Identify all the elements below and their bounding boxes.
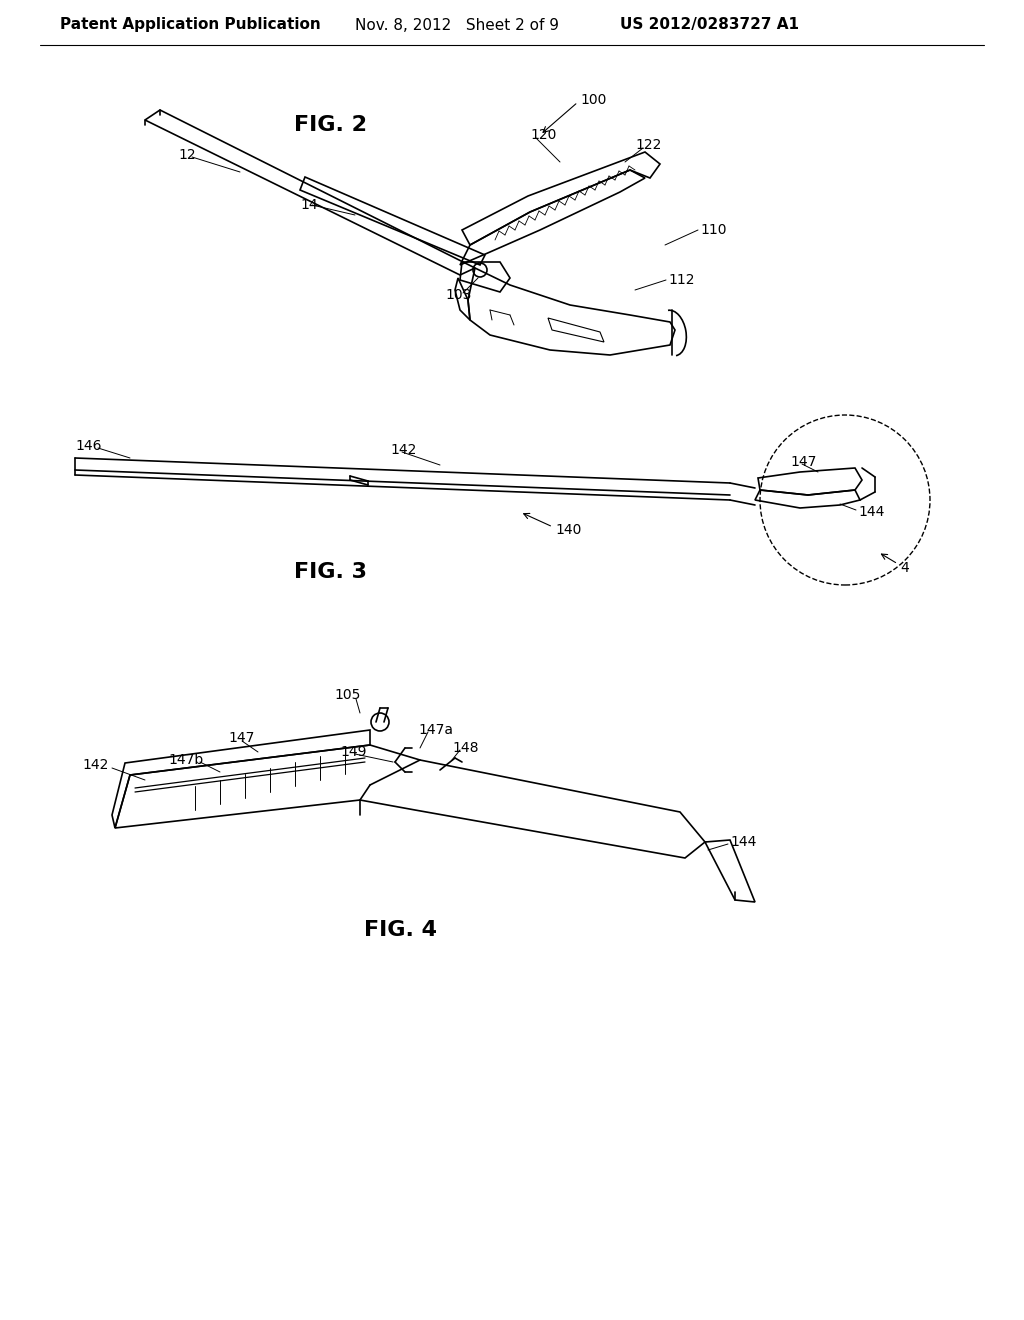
Text: 122: 122 bbox=[635, 139, 662, 152]
Text: 147a: 147a bbox=[418, 723, 453, 737]
Text: 110: 110 bbox=[700, 223, 726, 238]
Text: 147: 147 bbox=[228, 731, 254, 744]
Text: FIG. 4: FIG. 4 bbox=[364, 920, 436, 940]
Text: 140: 140 bbox=[555, 523, 582, 537]
Text: 4: 4 bbox=[900, 561, 908, 576]
Text: 12: 12 bbox=[178, 148, 196, 162]
Text: US 2012/0283727 A1: US 2012/0283727 A1 bbox=[620, 17, 799, 33]
Text: FIG. 2: FIG. 2 bbox=[294, 115, 367, 135]
Text: 103: 103 bbox=[445, 288, 471, 302]
Text: Patent Application Publication: Patent Application Publication bbox=[60, 17, 321, 33]
Text: 147: 147 bbox=[790, 455, 816, 469]
Text: 112: 112 bbox=[668, 273, 694, 286]
Text: 14: 14 bbox=[300, 198, 317, 213]
Text: 149: 149 bbox=[340, 744, 367, 759]
Text: 120: 120 bbox=[530, 128, 556, 143]
Text: 146: 146 bbox=[75, 440, 101, 453]
Text: 148: 148 bbox=[452, 741, 478, 755]
Text: FIG. 3: FIG. 3 bbox=[294, 562, 367, 582]
Text: 142: 142 bbox=[390, 444, 417, 457]
Text: 142: 142 bbox=[82, 758, 109, 772]
Text: 147b: 147b bbox=[168, 752, 203, 767]
Text: 100: 100 bbox=[580, 92, 606, 107]
Text: Nov. 8, 2012   Sheet 2 of 9: Nov. 8, 2012 Sheet 2 of 9 bbox=[355, 17, 559, 33]
Text: 105: 105 bbox=[335, 688, 361, 702]
Text: 144: 144 bbox=[730, 836, 757, 849]
Text: 144: 144 bbox=[858, 506, 885, 519]
